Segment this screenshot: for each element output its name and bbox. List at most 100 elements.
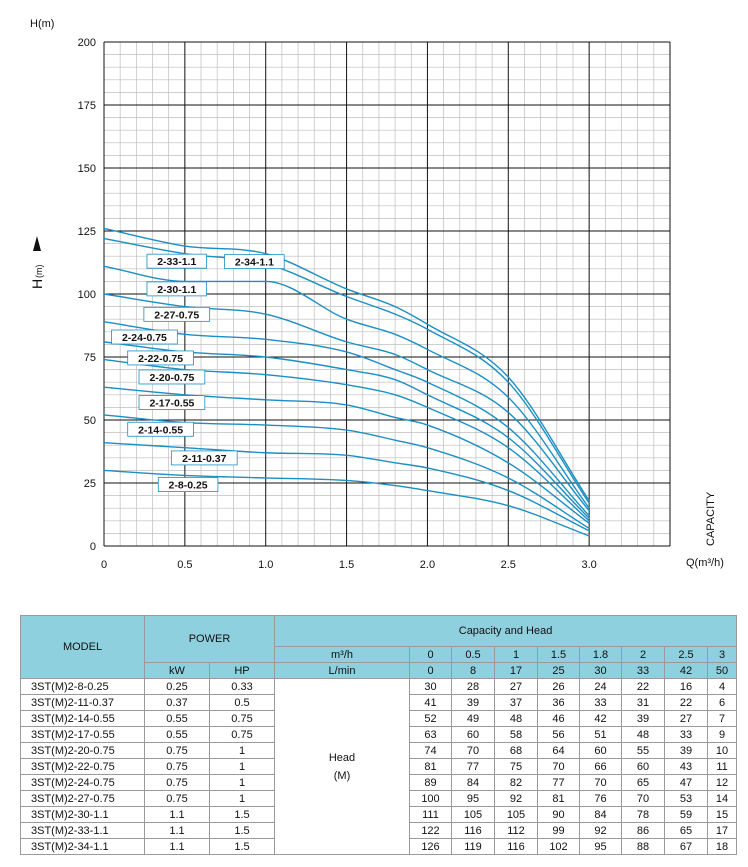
head-value-cell: 39: [451, 694, 495, 711]
head-value-cell: 47: [664, 774, 708, 791]
kw-cell: 1.1: [144, 806, 210, 823]
x-tick-label: 2.5: [501, 559, 516, 571]
y-tick-label: 50: [84, 415, 96, 427]
head-value-cell: 119: [451, 838, 495, 855]
kw-cell: 0.75: [144, 758, 210, 775]
curve-label: 2-30-1.1: [157, 284, 196, 296]
head-value-cell: 82: [494, 774, 538, 791]
y-side-unit: (m): [34, 265, 44, 279]
head-value-cell: 99: [537, 822, 580, 839]
head-value-cell: 18: [706, 838, 738, 855]
head-value-cell: 28: [451, 678, 495, 695]
curve-label-box: [157, 477, 219, 492]
curve-label-box: [127, 421, 194, 437]
curve-label-box: [111, 329, 178, 345]
head-value-cell: 9: [706, 726, 738, 743]
kw-cell: 0.75: [144, 742, 210, 759]
curve-line: [103, 265, 590, 509]
head-value-cell: 24: [579, 678, 622, 695]
head-value-cell: 41: [409, 694, 452, 711]
m3h-cell: 1.8: [579, 646, 622, 663]
head-label: Head: [328, 751, 356, 764]
head-value-cell: 56: [537, 726, 580, 743]
head-value-cell: 43: [664, 758, 708, 775]
curve-label: 2-33-1.1: [157, 256, 196, 268]
head-value-cell: 76: [579, 790, 622, 807]
curve-line: [103, 227, 590, 502]
curve-label: 2-34-1.1: [235, 257, 274, 269]
curve-line: [103, 321, 590, 517]
head-value-cell: 70: [621, 790, 665, 807]
x-tick-label: 0: [101, 559, 107, 571]
head-value-cell: 60: [451, 726, 495, 743]
model-cell: 3ST(M)2-11-0.37: [20, 694, 145, 711]
head-value-cell: 84: [451, 774, 495, 791]
m3h-cell: 0: [409, 646, 452, 663]
m3h-cell: 1: [494, 646, 538, 663]
axis-ticks: 0 25 50 75 100 125 150 175 200 0 0.5 1.0 1.5 2.0 2.5 3.…: [78, 37, 597, 571]
head-value-cell: 27: [494, 678, 538, 695]
lmin-cell: 50: [706, 662, 738, 679]
hp-cell: 1.5: [209, 806, 275, 823]
head-value-cell: 46: [537, 710, 580, 727]
kw-cell: 1.1: [144, 822, 210, 839]
curve-label: 2-14-0.55: [138, 424, 183, 436]
head-value-cell: 30: [409, 678, 452, 695]
head-value-cell: 48: [494, 710, 538, 727]
m3h-label: m³/h: [274, 646, 410, 663]
head-value-cell: 88: [621, 838, 665, 855]
y-tick-label: 125: [78, 226, 96, 238]
kw-cell: 1.1: [144, 838, 210, 855]
head-value-cell: 95: [451, 790, 495, 807]
head-value-cell: 22: [664, 694, 708, 711]
y-side-label: H: [29, 279, 45, 289]
head-value-cell: 22: [621, 678, 665, 695]
head-value-cell: 65: [664, 822, 708, 839]
head-value-cell: 7: [706, 710, 738, 727]
model-cell: 3ST(M)2-20-0.75: [20, 742, 145, 759]
table-header: MODEL POWER Capacity and Head m³/h 0 0.5…: [20, 615, 738, 679]
curve-line: [103, 386, 590, 524]
table-row: 3ST(M)2-33-1.1 1.1 1.5 122 116 112 99 92 86 65 17: [20, 822, 738, 839]
lmin-cell: 33: [621, 662, 665, 679]
power-header: POWER: [144, 615, 275, 663]
head-value-cell: 75: [494, 758, 538, 775]
y-tick-label: 25: [84, 478, 96, 490]
y-tick-label: 75: [84, 352, 96, 364]
head-value-cell: 66: [579, 758, 622, 775]
hp-cell: 0.5: [209, 694, 275, 711]
curve-label-box: [138, 369, 206, 385]
table-row: 3ST(M)2-14-0.55 0.55 0.75 52 49 48 46 42 39 27 7: [20, 710, 738, 727]
head-value-cell: 16: [664, 678, 708, 695]
head-value-cell: 70: [579, 774, 622, 791]
head-value-cell: 111: [409, 806, 452, 823]
m3h-cell: 2: [621, 646, 665, 663]
head-value-cell: 58: [494, 726, 538, 743]
curve-label: 2-20-0.75: [149, 372, 194, 384]
m3h-cell: 3: [706, 646, 738, 663]
y-side-label-group: H (m): [29, 236, 45, 289]
head-value-cell: 84: [579, 806, 622, 823]
model-cell: 3ST(M)2-34-1.1: [20, 838, 145, 855]
capacity-header: Capacity and Head: [273, 615, 738, 647]
head-value-cell: 86: [621, 822, 665, 839]
lmin-cell: 0: [409, 662, 452, 679]
x-tick-label: 0.5: [177, 559, 192, 571]
model-header: MODEL: [20, 615, 145, 679]
hp-cell: 1: [209, 774, 275, 791]
table-row: 3ST(M)2-22-0.75 0.75 1 81 77 75 70 66 60 43 11: [20, 758, 738, 775]
head-value-cell: 68: [494, 742, 538, 759]
kw-cell: 0.25: [144, 678, 210, 695]
x-tick-label: 2.0: [420, 559, 435, 571]
table-row: 3ST(M)2-11-0.37 0.37 0.5 41 39 37 36 33 31 22 6: [20, 694, 738, 711]
head-value-cell: 122: [409, 822, 452, 839]
head-value-cell: 12: [706, 774, 738, 791]
table-body: 3ST(M)2-8-0.25 0.25 0.33 Head (M) 30 28 27 26 24 2…: [20, 678, 738, 855]
curve-label: 2-8-0.25: [169, 480, 208, 492]
lmin-cell: 8: [451, 662, 495, 679]
head-value-cell: 74: [409, 742, 452, 759]
lmin-label: L/min: [274, 662, 410, 679]
head-value-cell: 6: [706, 694, 738, 711]
head-value-cell: 39: [664, 742, 708, 759]
hp-cell: 0.75: [209, 710, 275, 727]
